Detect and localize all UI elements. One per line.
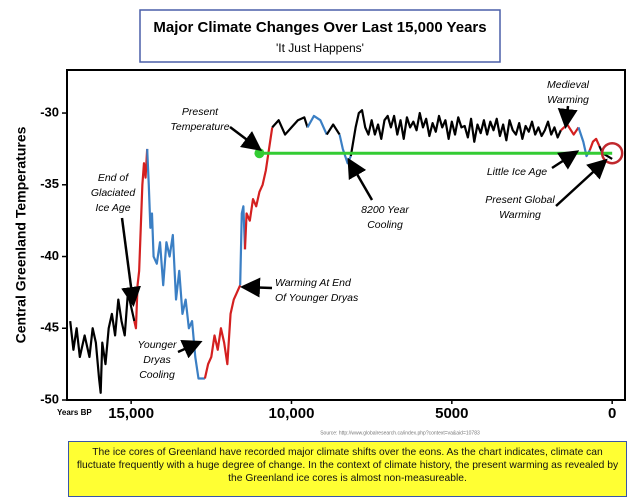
y-tick-label: -45: [40, 320, 59, 335]
y-tick-label: -30: [40, 104, 59, 119]
annotation-arrow: [120, 217, 141, 307]
x-axis-label: Years BP: [57, 408, 92, 417]
end-marker: [600, 141, 624, 165]
caption: The ice cores of Greenland have recorded…: [68, 441, 627, 497]
annotation-arrow: [240, 277, 273, 298]
annotation: Of Younger Dryas: [275, 292, 359, 304]
series-line: [338, 134, 352, 165]
series-line: [349, 109, 562, 157]
start-marker: [254, 148, 265, 159]
annotation: Cooling: [367, 219, 403, 231]
y-axis-label: Central Greenland Temperatures: [13, 126, 29, 343]
annotation: End of: [98, 172, 129, 184]
series-line: [239, 205, 247, 286]
chart: Major Climate Changes Over Last 15,000 Y…: [13, 9, 626, 436]
x-tick-label: 15,000: [108, 405, 154, 422]
x-tick-label: 10,000: [269, 405, 315, 422]
series-line: [146, 148, 205, 380]
chart-subtitle: 'It Just Happens': [276, 41, 364, 55]
series-line: [306, 114, 328, 136]
annotation-arrow: [347, 157, 374, 201]
plot-frame: [66, 69, 626, 401]
annotation-arrow: [555, 158, 608, 207]
annotation: 8200 Year: [361, 204, 409, 216]
annotation-arrow: [229, 126, 262, 151]
source: Source: http://www.globalresearch.ca/ind…: [320, 430, 480, 436]
series-line: [69, 291, 136, 394]
series-line: [243, 127, 274, 250]
annotation: Temperature: [170, 121, 229, 133]
annotation: Warming At End: [275, 277, 352, 289]
x-tick-label: 0: [608, 405, 616, 422]
annotation-arrow: [551, 150, 580, 170]
series-line: [271, 116, 309, 136]
series-line: [588, 137, 601, 151]
annotation: Warming: [547, 94, 589, 106]
y-tick-label: -35: [40, 176, 59, 191]
annotation: Ice Age: [95, 202, 130, 214]
annotation: Medieval: [547, 79, 590, 91]
series-line: [325, 123, 341, 136]
chart-title: Major Climate Changes Over Last 15,000 Y…: [153, 19, 486, 36]
y-tick-label: -50: [40, 391, 59, 406]
annotation-arrow: [177, 340, 203, 359]
annotation-arrow: [557, 105, 578, 129]
annotation: Dryas: [143, 354, 171, 366]
series-line: [203, 284, 242, 379]
title-box: [139, 9, 501, 63]
annotation: Cooling: [139, 369, 175, 381]
series-line: [133, 148, 149, 330]
annotation: Present: [182, 106, 219, 118]
annotation: Warming: [499, 209, 541, 221]
annotation: Younger: [137, 339, 177, 351]
x-tick-label: 5000: [435, 405, 468, 422]
annotation: Little Ice Age: [487, 166, 547, 178]
annotation: Present Global: [485, 194, 555, 206]
series-line: [560, 123, 580, 136]
annotation: Glaciated: [91, 187, 137, 199]
y-tick-label: -40: [40, 248, 59, 263]
